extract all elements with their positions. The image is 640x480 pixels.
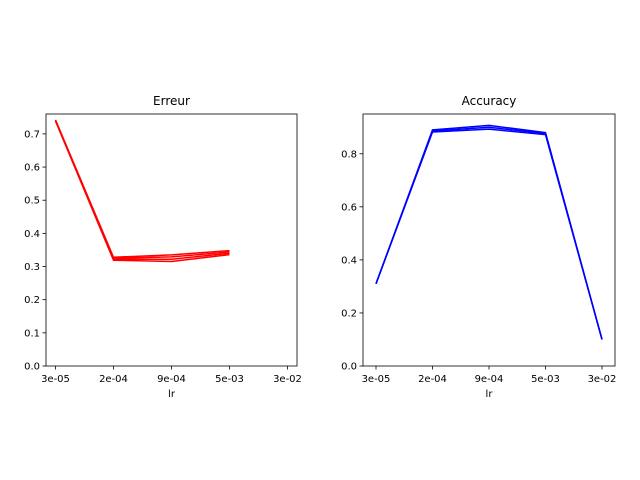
y-tick-label: 0.3: [24, 262, 40, 273]
y-tick-label: 0.8: [341, 149, 357, 160]
x-axis-label: lr: [168, 389, 176, 400]
y-tick-label: 0.6: [341, 202, 357, 213]
y-tick-label: 0.6: [24, 163, 40, 174]
x-tick-label: 5e-03: [215, 374, 244, 385]
series-line-1: [375, 124, 603, 340]
y-tick-label: 0.2: [341, 308, 357, 319]
x-tick-label: 3e-05: [41, 374, 70, 385]
x-tick-label: 9e-04: [157, 374, 186, 385]
y-tick-label: 0.0: [341, 362, 357, 373]
axes-frame: [45, 113, 298, 367]
series-line-3: [54, 120, 230, 260]
x-tick-label: 3e-02: [273, 374, 302, 385]
chart-title: Erreur: [153, 94, 190, 108]
chart-title: Accuracy: [462, 94, 517, 108]
x-tick-label: 9e-04: [475, 374, 504, 385]
x-tick-label: 3e-02: [588, 374, 617, 385]
series-line-2: [54, 120, 230, 259]
series-line-4: [54, 120, 230, 263]
y-tick-label: 0.0: [24, 362, 40, 373]
y-tick-label: 0.1: [24, 328, 40, 339]
series-line-1: [54, 119, 230, 258]
x-axis-label: lr: [486, 389, 494, 400]
y-tick-label: 0.4: [341, 255, 357, 266]
x-tick-label: 5e-03: [531, 374, 560, 385]
erreur-chart: 3e-05 2e-04 9e-04 5e-03 3e-02 0.0 0.1 0.2 0.3 0.4…: [24, 94, 302, 400]
y-tick-label: 0.2: [24, 295, 40, 306]
series-line-2: [375, 126, 603, 340]
axes-frame: [362, 113, 616, 367]
x-tick-label: 2e-04: [99, 374, 128, 385]
y-tick-label: 0.4: [24, 229, 40, 240]
x-tick-label: 3e-05: [362, 374, 391, 385]
y-tick-label: 0.7: [24, 129, 40, 140]
y-tick-label: 0.5: [24, 196, 40, 207]
accuracy-chart: 3e-05 2e-04 9e-04 5e-03 3e-02 0.0 0.2 0.4 0.6 0.8…: [341, 94, 616, 400]
series-line-3: [375, 128, 603, 340]
x-tick-label: 2e-04: [418, 374, 447, 385]
